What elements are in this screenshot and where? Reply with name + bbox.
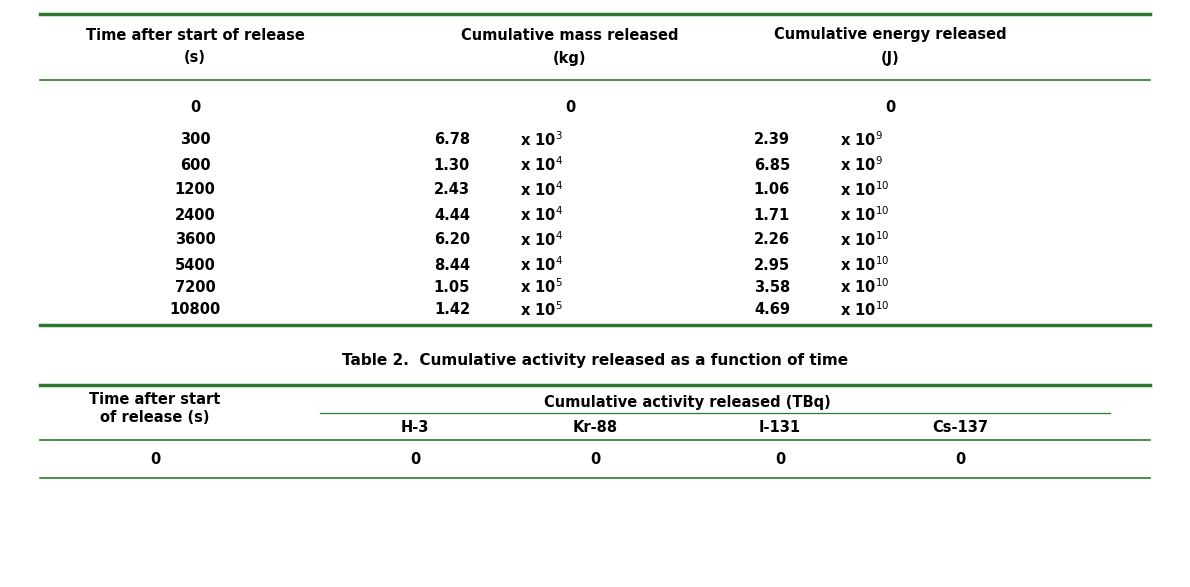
Text: Cumulative activity released (TBq): Cumulative activity released (TBq) — [544, 394, 831, 410]
Text: Cumulative energy released: Cumulative energy released — [774, 28, 1007, 42]
Text: x 10$^{4}$: x 10$^{4}$ — [520, 205, 563, 224]
Text: x 10$^{3}$: x 10$^{3}$ — [520, 131, 563, 149]
Text: 300: 300 — [180, 133, 211, 147]
Text: x 10$^{10}$: x 10$^{10}$ — [840, 181, 889, 200]
Text: 1.30: 1.30 — [433, 157, 470, 173]
Text: 2.43: 2.43 — [434, 183, 470, 197]
Text: x 10$^{9}$: x 10$^{9}$ — [840, 156, 883, 174]
Text: x 10$^{10}$: x 10$^{10}$ — [840, 231, 889, 249]
Text: I-131: I-131 — [759, 420, 801, 434]
Text: x 10$^{9}$: x 10$^{9}$ — [840, 131, 883, 149]
Text: 1200: 1200 — [175, 183, 215, 197]
Text: 0: 0 — [954, 453, 965, 467]
Text: Cs-137: Cs-137 — [932, 420, 988, 434]
Text: 2.39: 2.39 — [754, 133, 790, 147]
Text: x 10$^{10}$: x 10$^{10}$ — [840, 205, 889, 224]
Text: 7200: 7200 — [175, 279, 215, 295]
Text: x 10$^{4}$: x 10$^{4}$ — [520, 231, 563, 249]
Text: 6.85: 6.85 — [753, 157, 790, 173]
Text: 0: 0 — [190, 100, 200, 116]
Text: 0: 0 — [775, 453, 785, 467]
Text: 6.20: 6.20 — [434, 232, 470, 248]
Text: 4.44: 4.44 — [434, 207, 470, 222]
Text: 1.06: 1.06 — [753, 183, 790, 197]
Text: 3.58: 3.58 — [753, 279, 790, 295]
Text: 600: 600 — [180, 157, 211, 173]
Text: Time after start: Time after start — [89, 393, 220, 407]
Text: x 10$^{10}$: x 10$^{10}$ — [840, 256, 889, 274]
Text: (kg): (kg) — [553, 50, 587, 66]
Text: 2.95: 2.95 — [754, 258, 790, 272]
Text: 5400: 5400 — [175, 258, 215, 272]
Text: 0: 0 — [565, 100, 575, 116]
Text: 2.26: 2.26 — [754, 232, 790, 248]
Text: x 10$^{5}$: x 10$^{5}$ — [520, 301, 563, 319]
Text: 0: 0 — [150, 453, 161, 467]
Text: 10800: 10800 — [169, 302, 220, 318]
Text: (s): (s) — [184, 50, 206, 66]
Text: 1.42: 1.42 — [434, 302, 470, 318]
Text: Kr-88: Kr-88 — [572, 420, 618, 434]
Text: x 10$^{4}$: x 10$^{4}$ — [520, 181, 563, 200]
Text: x 10$^{10}$: x 10$^{10}$ — [840, 278, 889, 296]
Text: x 10$^{5}$: x 10$^{5}$ — [520, 278, 563, 296]
Text: x 10$^{4}$: x 10$^{4}$ — [520, 256, 563, 274]
Text: x 10$^{4}$: x 10$^{4}$ — [520, 156, 563, 174]
Text: 8.44: 8.44 — [434, 258, 470, 272]
Text: 0: 0 — [409, 453, 420, 467]
Text: x 10$^{10}$: x 10$^{10}$ — [840, 301, 889, 319]
Text: H-3: H-3 — [401, 420, 430, 434]
Text: 0: 0 — [885, 100, 895, 116]
Text: Time after start of release: Time after start of release — [86, 28, 305, 42]
Text: 4.69: 4.69 — [754, 302, 790, 318]
Text: 0: 0 — [590, 453, 600, 467]
Text: 6.78: 6.78 — [434, 133, 470, 147]
Text: 3600: 3600 — [175, 232, 215, 248]
Text: Cumulative mass released: Cumulative mass released — [462, 28, 678, 42]
Text: 1.71: 1.71 — [753, 207, 790, 222]
Text: 2400: 2400 — [175, 207, 215, 222]
Text: of release (s): of release (s) — [100, 410, 209, 426]
Text: Table 2.  Cumulative activity released as a function of time: Table 2. Cumulative activity released as… — [342, 353, 848, 367]
Text: (J): (J) — [881, 50, 900, 66]
Text: 1.05: 1.05 — [433, 279, 470, 295]
